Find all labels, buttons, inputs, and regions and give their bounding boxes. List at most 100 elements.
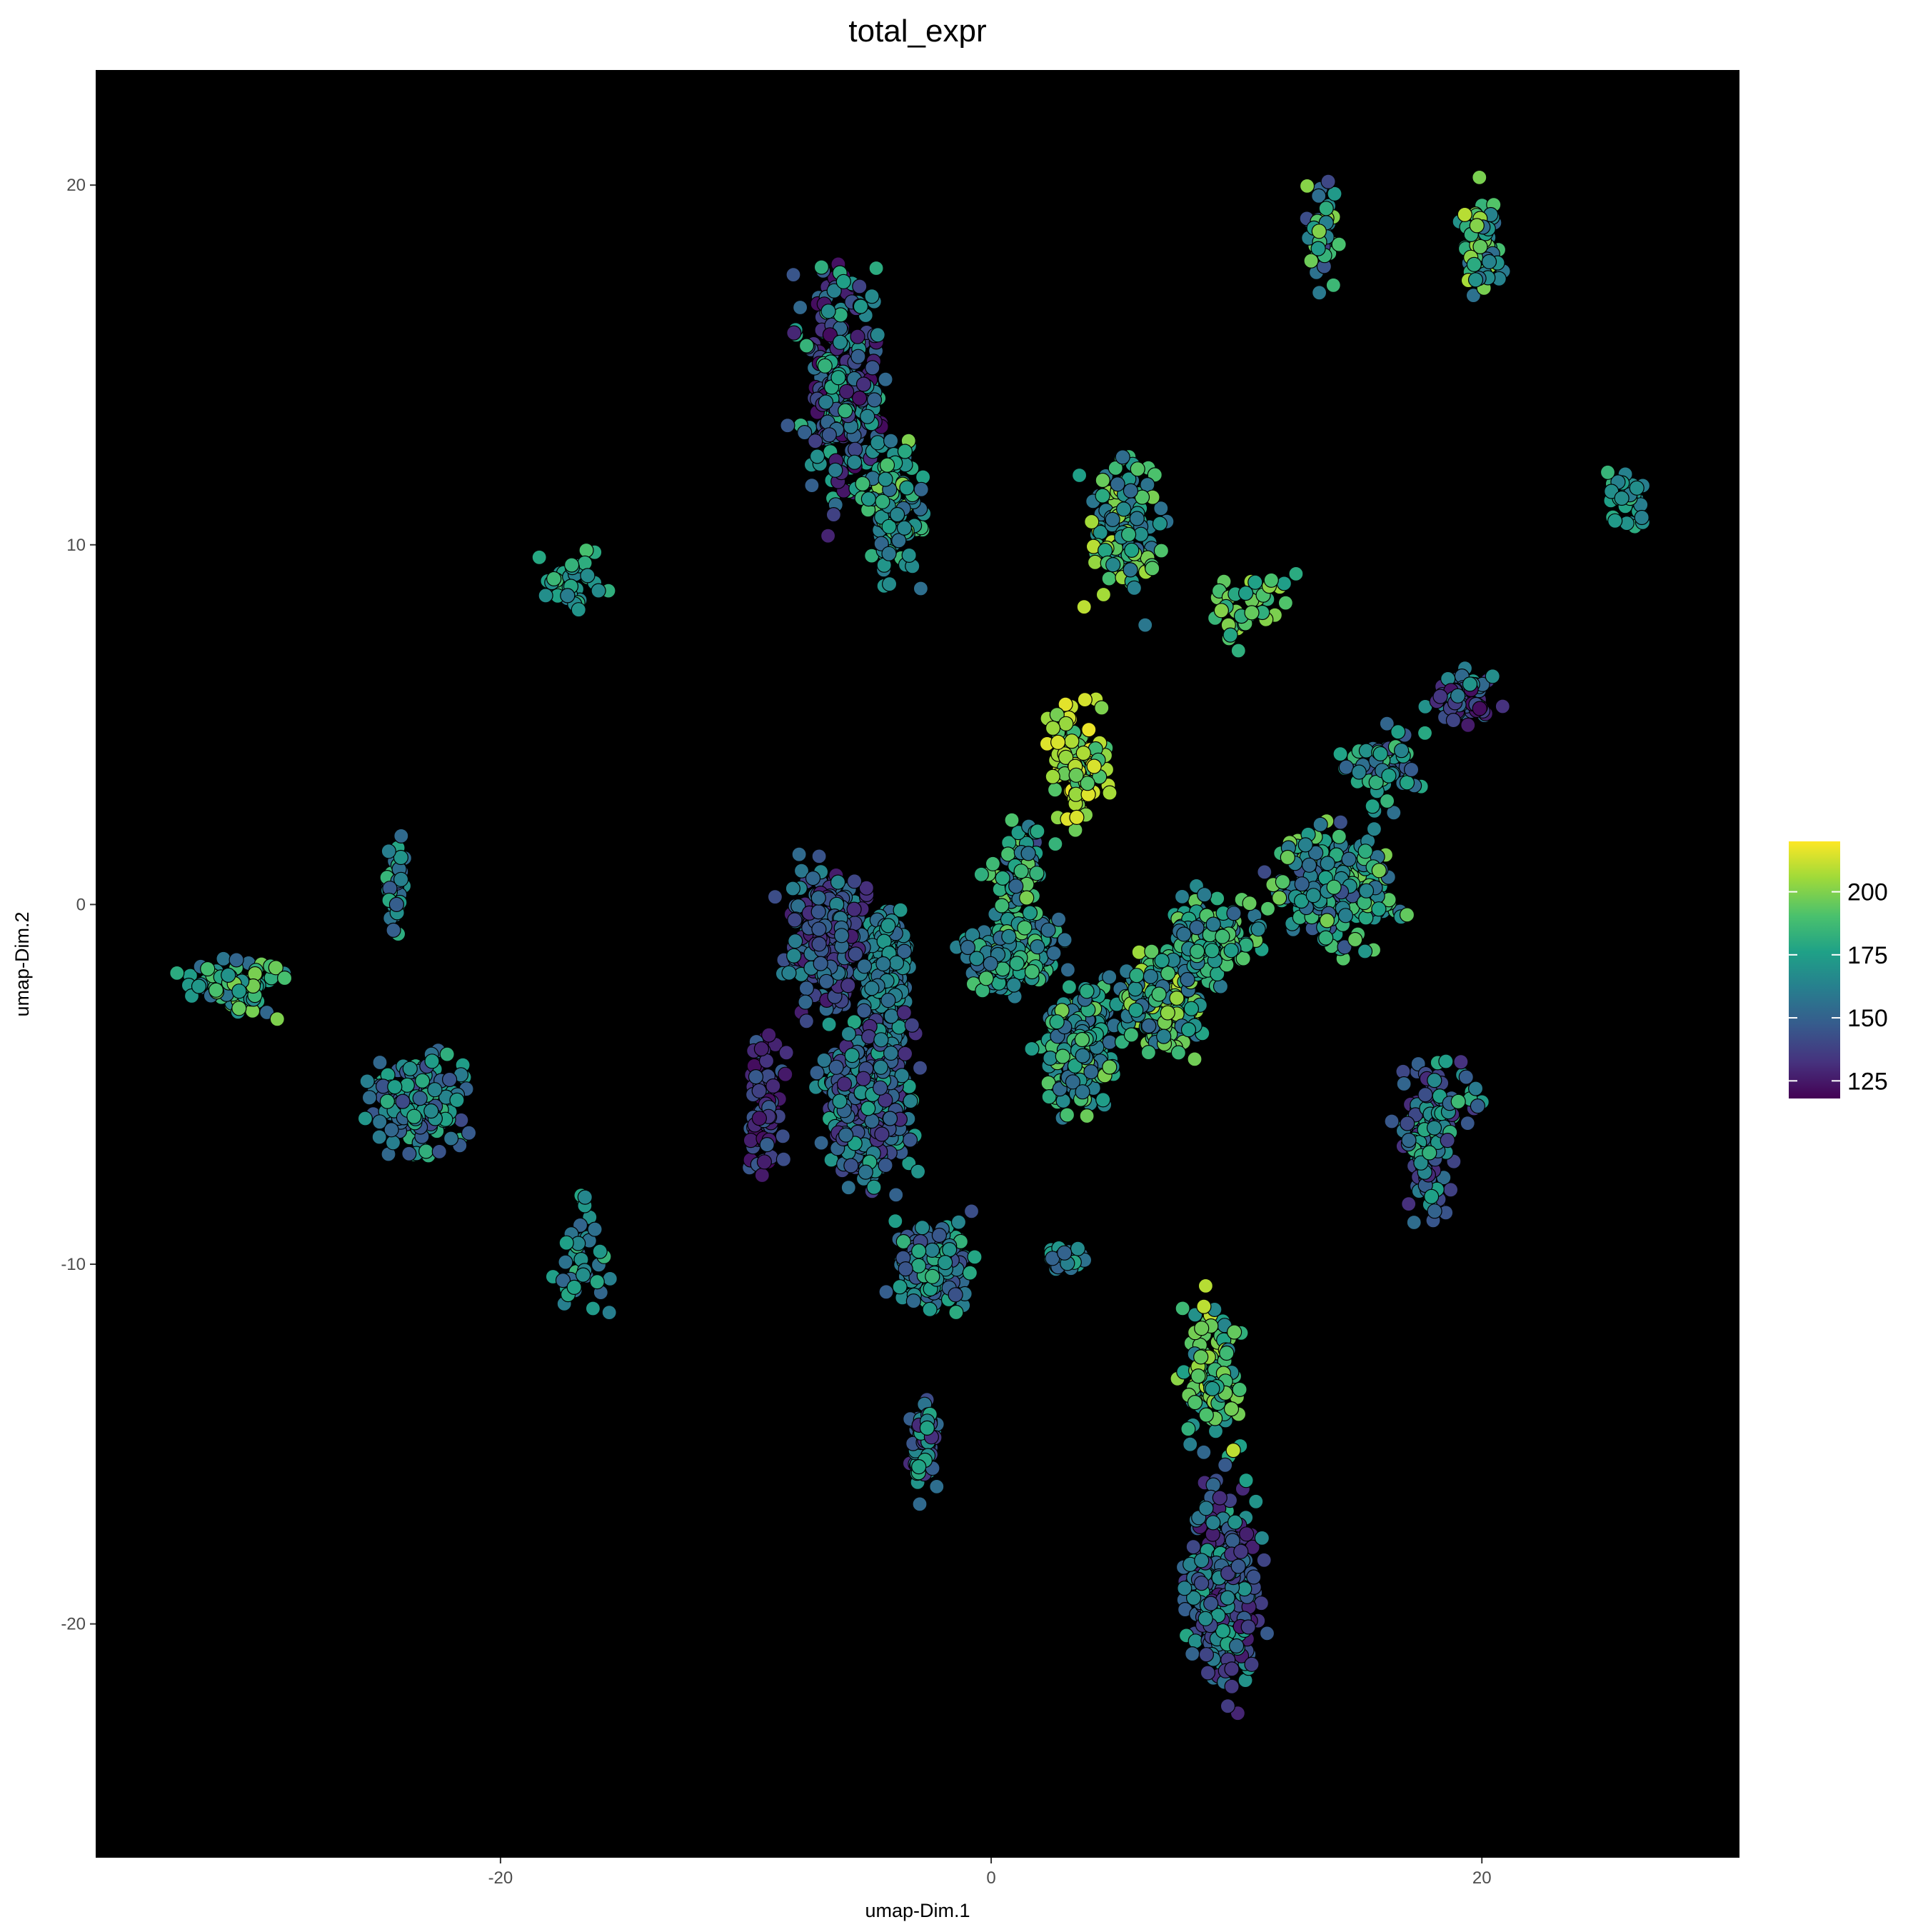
data-point (1175, 1301, 1190, 1316)
data-point (1055, 1048, 1070, 1064)
data-point (811, 921, 827, 937)
data-point (1075, 1084, 1090, 1100)
data-point (1095, 472, 1110, 489)
data-point (913, 481, 929, 497)
data-point (1450, 688, 1466, 704)
data-point (888, 1213, 903, 1229)
data-point (892, 1279, 908, 1295)
data-point (1468, 1081, 1484, 1096)
data-point (1151, 986, 1167, 1002)
data-point (1160, 1005, 1175, 1021)
data-point (1067, 1058, 1083, 1073)
data-point (1080, 776, 1095, 791)
data-point (1472, 169, 1487, 185)
data-point (780, 418, 795, 434)
data-point (395, 1093, 411, 1109)
data-point (1467, 272, 1484, 288)
data-point (1215, 929, 1230, 944)
data-point (832, 334, 848, 350)
x-tick-label: 20 (1472, 1868, 1492, 1888)
data-point (229, 952, 244, 968)
data-point (878, 471, 893, 487)
data-point (1305, 888, 1321, 904)
data-point (1320, 856, 1335, 871)
data-point (1064, 734, 1080, 749)
data-point (1009, 956, 1025, 971)
data-point (1077, 691, 1093, 708)
data-point (1154, 953, 1170, 968)
data-point (461, 1125, 477, 1141)
data-point (1187, 1051, 1203, 1067)
data-point (811, 936, 827, 952)
data-point (1203, 1596, 1219, 1611)
data-point (1153, 501, 1169, 516)
y-tick-label: 20 (66, 176, 86, 195)
data-point (1386, 805, 1402, 821)
data-point (818, 973, 834, 989)
data-point (855, 376, 872, 392)
data-point (1043, 1050, 1058, 1066)
data-point (1160, 966, 1176, 981)
data-point (866, 1179, 882, 1195)
data-point (791, 846, 807, 862)
data-point (1169, 990, 1185, 1006)
data-point (1453, 1054, 1469, 1070)
data-point (386, 922, 401, 939)
data-point (843, 1158, 859, 1173)
data-point (1224, 1678, 1240, 1694)
data-point (1401, 1196, 1417, 1212)
data-point (781, 965, 797, 981)
data-point (359, 1073, 375, 1089)
data-point (1337, 939, 1352, 955)
data-point (1196, 1298, 1212, 1314)
data-point (937, 1254, 953, 1271)
data-point (912, 1496, 928, 1512)
data-point (1102, 785, 1118, 801)
data-point (1427, 1203, 1442, 1219)
data-point (1123, 483, 1139, 499)
data-point (748, 1068, 764, 1085)
data-point (855, 476, 870, 491)
data-point (1193, 1576, 1210, 1591)
data-point (828, 1059, 844, 1075)
data-point (1081, 721, 1097, 738)
data-point (1013, 864, 1029, 879)
data-point (765, 1078, 781, 1094)
data-point (592, 1243, 608, 1259)
data-point (1110, 476, 1125, 492)
data-point (566, 1279, 582, 1296)
data-point (1379, 793, 1395, 809)
data-point (1180, 971, 1195, 988)
data-point (828, 462, 843, 478)
data-point (846, 901, 862, 917)
data-point (427, 1082, 443, 1098)
data-point (873, 1032, 889, 1048)
data-point (1368, 774, 1384, 791)
data-point (809, 1065, 825, 1081)
data-point (882, 1111, 898, 1126)
data-point (1205, 1381, 1220, 1397)
data-point (888, 1187, 904, 1203)
data-point (875, 494, 890, 509)
data-point (1223, 1401, 1240, 1417)
data-point (231, 983, 247, 999)
data-point (1458, 1069, 1474, 1085)
data-point (1128, 981, 1143, 997)
data-point (1607, 513, 1623, 529)
data-point (418, 1143, 434, 1159)
data-point (1105, 511, 1120, 528)
data-point (1312, 816, 1328, 833)
data-point (1130, 461, 1145, 477)
data-point (948, 1287, 963, 1303)
data-point (1403, 761, 1420, 778)
data-point (1194, 1553, 1210, 1568)
data-point (1220, 1698, 1236, 1714)
data-point (1097, 543, 1113, 559)
data-point (994, 898, 1010, 914)
data-point (1357, 944, 1373, 959)
data-point (1045, 720, 1061, 736)
data-point (1341, 851, 1357, 867)
data-point (875, 956, 891, 972)
data-point (905, 1293, 922, 1309)
